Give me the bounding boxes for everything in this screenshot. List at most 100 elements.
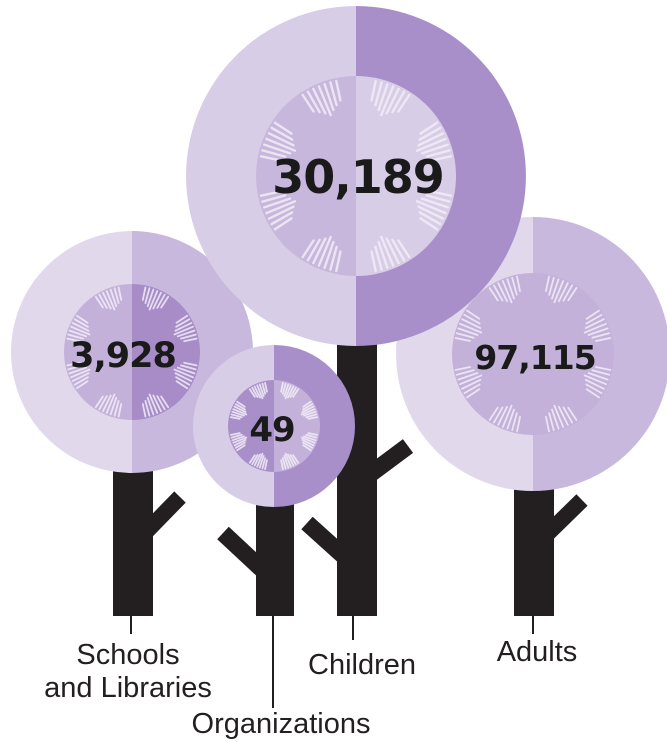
sunburst-ray bbox=[302, 441, 314, 449]
sunburst-ray bbox=[585, 313, 603, 325]
sunburst-ray bbox=[148, 393, 159, 414]
label-schools-line1: Schools bbox=[76, 639, 179, 671]
sunburst-ray bbox=[454, 366, 472, 371]
sunburst-ray bbox=[265, 137, 297, 152]
sunburst-ray bbox=[506, 408, 515, 430]
sunburst-ray bbox=[261, 382, 267, 395]
sunburst-ray bbox=[176, 329, 196, 338]
sunburst-ray bbox=[548, 412, 555, 432]
sunburst-ray bbox=[391, 238, 406, 262]
sunburst-ray bbox=[312, 87, 327, 115]
sunburst-ray bbox=[417, 205, 445, 220]
sunburst-ray bbox=[283, 383, 290, 397]
sunburst-ray bbox=[102, 394, 112, 413]
sunburst-ray bbox=[267, 132, 295, 147]
trunk bbox=[514, 480, 554, 616]
sunburst-ray bbox=[175, 376, 191, 386]
sunburst-ray bbox=[585, 309, 600, 320]
sunburst-ray bbox=[305, 413, 318, 419]
sunburst-ray bbox=[94, 395, 104, 409]
sunburst-ray bbox=[259, 190, 282, 197]
sunburst-ray bbox=[231, 435, 245, 442]
sunburst-ray bbox=[583, 374, 607, 386]
sunburst-ray bbox=[307, 416, 319, 420]
lollipop bbox=[193, 345, 355, 507]
sunburst-ray bbox=[236, 400, 246, 408]
sunburst-ray bbox=[501, 280, 513, 304]
sunburst-ray bbox=[418, 211, 442, 226]
sunburst-ray bbox=[584, 378, 605, 390]
sunburst-ray bbox=[317, 85, 332, 117]
sunburst-ray bbox=[286, 385, 295, 399]
sunburst-ray bbox=[67, 364, 84, 371]
sunburst-ray bbox=[300, 436, 316, 444]
sunburst-ray bbox=[430, 190, 453, 197]
sunburst-ray bbox=[230, 413, 243, 419]
sunburst-ray bbox=[286, 453, 295, 467]
sunburst-ray bbox=[370, 79, 377, 102]
label-adults: Adults bbox=[497, 636, 578, 668]
sunburst-ray bbox=[251, 454, 259, 466]
sunburst-ray bbox=[587, 327, 609, 336]
sunburst-ray bbox=[105, 393, 116, 414]
sunburst-ray bbox=[267, 205, 295, 220]
sunburst-ray bbox=[265, 200, 297, 215]
sunburst-ray bbox=[141, 403, 147, 418]
sunburst-ray bbox=[176, 366, 196, 375]
sunburst-ray bbox=[587, 372, 609, 381]
sunburst-ray bbox=[430, 155, 453, 162]
sunburst-ray bbox=[273, 121, 293, 135]
sunburst-ray bbox=[461, 318, 482, 330]
sunburst-ray bbox=[497, 405, 509, 426]
sunburst-ray bbox=[229, 416, 241, 420]
sunburst-ray bbox=[307, 432, 319, 436]
sunburst-ray bbox=[459, 374, 483, 386]
sunburst-ray bbox=[230, 433, 243, 439]
sunburst-ray bbox=[98, 293, 108, 309]
sunburst-ray bbox=[174, 322, 193, 332]
sunburst-ray bbox=[263, 143, 292, 155]
sunburst-ray bbox=[301, 405, 315, 414]
sunburst-ray bbox=[146, 396, 155, 416]
sunburst-ray bbox=[175, 318, 191, 328]
sunburst-ray bbox=[261, 149, 287, 158]
sunburst-ray bbox=[306, 238, 321, 262]
sunburst-ray bbox=[420, 197, 449, 209]
sunburst-ray bbox=[180, 364, 197, 371]
sunburst-ray bbox=[94, 295, 104, 309]
sunburst-ray bbox=[305, 433, 318, 439]
sunburst-ray bbox=[463, 313, 481, 325]
sunburst-ray bbox=[492, 284, 504, 302]
sunburst-ray bbox=[374, 245, 383, 271]
sunburst-ray bbox=[545, 275, 550, 293]
sunburst-ray bbox=[148, 290, 159, 311]
branch-right bbox=[359, 439, 414, 485]
sunburst-ray bbox=[152, 291, 162, 310]
sunburst-ray bbox=[301, 239, 315, 259]
value-organizations: 49 bbox=[249, 410, 294, 450]
sunburst-ray bbox=[380, 235, 395, 267]
sunburst-ray bbox=[261, 457, 267, 470]
sunburst-ray bbox=[233, 405, 247, 414]
sunburst-ray bbox=[175, 380, 189, 390]
sunburst-ray bbox=[234, 403, 246, 411]
sunburst-ray bbox=[302, 400, 312, 408]
sunburst-ray bbox=[284, 452, 292, 468]
sunburst-ray bbox=[117, 403, 123, 418]
sunburst-ray bbox=[284, 384, 292, 400]
sunburst-ray bbox=[511, 276, 518, 296]
sunburst-ray bbox=[280, 381, 284, 393]
sunburst-ray bbox=[567, 406, 578, 421]
sunburst-ray bbox=[248, 388, 256, 398]
sunburst-ray bbox=[71, 372, 90, 382]
sunburst-ray bbox=[385, 237, 400, 265]
sunburst-ray bbox=[501, 404, 513, 428]
sunburst-ray bbox=[68, 329, 88, 338]
sunburst-ray bbox=[455, 369, 475, 376]
sunburst-ray bbox=[144, 287, 151, 304]
lollipop bbox=[186, 6, 526, 346]
sunburst-ray bbox=[329, 245, 338, 271]
sunburst-ray bbox=[306, 90, 321, 114]
sunburst-ray bbox=[301, 438, 315, 447]
